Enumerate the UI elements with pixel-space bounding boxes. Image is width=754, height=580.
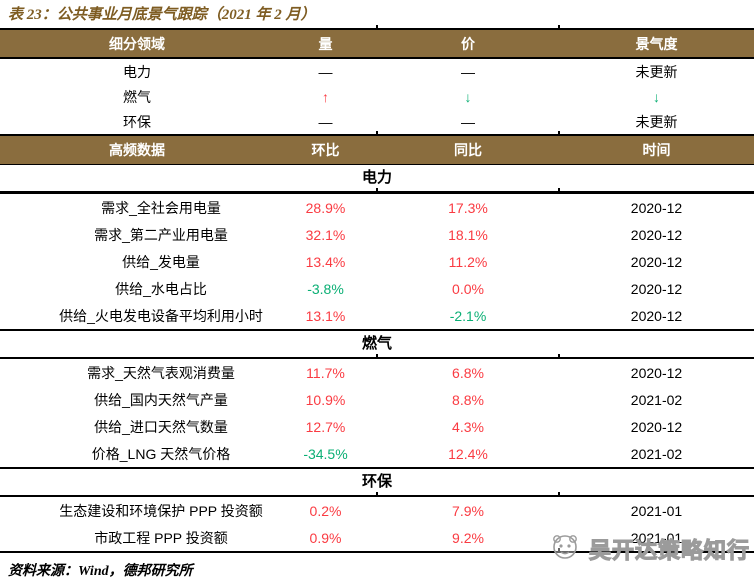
volume-indicator: — [318,63,333,80]
row-label: 供给_进口天然气数量 [94,418,228,435]
row-label: 需求_第二产业用电量 [94,226,228,243]
table-row: 供给_进口天然气数量 12.7% 4.3% 2020-12 [0,413,754,440]
row-label: 供给_火电发电设备平均利用小时 [59,307,263,324]
divider [0,354,754,359]
watermark: 吴开达策略知行 [550,533,750,565]
row-label: 供给_发电量 [122,253,200,270]
watermark-logo-icon [553,535,577,559]
mom-value: -3.8% [307,280,344,297]
yoy-value: 11.2% [448,253,488,270]
yoy-value: 6.8% [452,364,484,381]
section-header-electricity: 电力 [361,169,392,186]
summary-header-price: 价 [461,35,475,52]
sentiment-indicator: 未更新 [635,63,678,80]
summary-header-row: 细分领域 量 价 景气度 [0,30,754,57]
divider [0,57,754,59]
row-label: 需求_全社会用电量 [101,199,221,216]
section-header-environment: 环保 [361,473,392,490]
yoy-value: 4.3% [452,418,484,435]
table-row: 需求_天然气表观消费量 11.7% 6.8% 2020-12 [0,359,754,386]
yoy-value: 17.3% [448,199,488,216]
date-value: 2020-12 [630,307,683,324]
summary-header-sentiment: 景气度 [635,35,678,52]
detail-header-mom: 环比 [311,142,340,158]
summary-header-segment: 细分领域 [109,35,165,52]
source-note: 资料来源：Wind，德邦研究所 [8,564,193,579]
row-label: 供给_国内天然气产量 [94,391,228,408]
table-row: 供给_发电量 13.4% 11.2% 2020-12 [0,248,754,275]
table-row: 需求_第二产业用电量 32.1% 18.1% 2020-12 [0,221,754,248]
date-value: 2021-01 [630,502,683,519]
watermark-text: 吴开达策略知行 [588,537,750,563]
mom-value: 10.9% [305,391,346,408]
date-value: 2021-02 [630,445,683,462]
detail-header-date: 时间 [642,142,671,158]
yoy-value: 12.4% [448,445,488,462]
down-arrow-icon: ↓ [653,88,660,105]
table-row: 价格_LNG 天然气价格 -34.5% 12.4% 2021-02 [0,440,754,467]
price-indicator: — [461,63,475,80]
date-value: 2020-12 [630,226,683,243]
mom-value: 13.4% [305,253,346,270]
down-arrow-icon: ↓ [464,88,472,105]
date-value: 2020-12 [630,364,683,381]
summary-row-label: 电力 [123,63,151,80]
divider [0,164,754,165]
summary-row-label: 燃气 [123,88,151,105]
date-value: 2020-12 [630,199,683,216]
sentiment-indicator: 未更新 [635,113,678,130]
date-value: 2020-12 [630,253,683,270]
mom-value: 12.7% [305,418,346,435]
mom-value: -34.5% [303,445,348,462]
prosperity-table: 细分领域 量 价 景气度 电力 — — 未更新 燃气 ↑ ↓ ↓ 环保 — — … [0,25,754,553]
table-row: 需求_全社会用电量 28.9% 17.3% 2020-12 [0,194,754,221]
mom-value: 0.9% [309,529,342,546]
table-top-border [0,25,754,30]
yoy-value: 7.9% [452,502,484,519]
mom-value: 13.1% [305,307,346,324]
price-indicator: — [461,113,475,130]
divider [0,467,754,469]
table-row: 市政工程 PPP 投资额 0.9% 9.2% 2021-01 [0,524,754,551]
row-label: 供给_水电占比 [115,280,207,297]
date-value: 2021-02 [630,391,683,408]
detail-header-yoy: 同比 [454,142,482,158]
divider [0,188,754,194]
summary-row-label: 环保 [123,113,151,130]
table-bottom-border [0,548,754,553]
row-label: 市政工程 PPP 投资额 [94,529,228,546]
section-header-gas: 燃气 [361,335,392,352]
mom-value: 32.1% [305,226,346,243]
yoy-value: 9.2% [452,529,484,546]
date-value: 2020-12 [630,280,683,297]
summary-header-volume: 量 [318,35,333,52]
detail-header-row: 高频数据 环比 同比 时间 [0,136,754,164]
detail-header-metric: 高频数据 [109,142,165,158]
volume-indicator: — [318,113,333,130]
table-row: 供给_火电发电设备平均利用小时 13.1% -2.1% 2020-12 [0,302,754,329]
date-value: 2020-12 [630,418,683,435]
yoy-value: 18.1% [448,226,488,243]
summary-row-electricity: 电力 — — 未更新 [0,59,754,84]
yoy-value: 8.8% [452,391,484,408]
row-label: 价格_LNG 天然气价格 [91,445,231,462]
mom-value: 28.9% [305,199,346,216]
table-row: 供给_水电占比 -3.8% 0.0% 2020-12 [0,275,754,302]
table-row: 生态建设和环境保护 PPP 投资额 0.2% 7.9% 2021-01 [0,497,754,524]
row-label: 生态建设和环境保护 PPP 投资额 [59,502,263,519]
table-title: 表 23：公共事业月底景气跟踪（2021 年 2 月） [8,7,316,23]
date-value: 2021-01 [630,529,683,546]
yoy-value: -2.1% [449,307,487,324]
up-arrow-icon: ↑ [322,88,329,105]
divider [0,131,754,136]
table-row: 供给_国内天然气产量 10.9% 8.8% 2021-02 [0,386,754,413]
divider [0,492,754,497]
divider [0,329,754,331]
summary-row-gas: 燃气 ↑ ↓ ↓ [0,84,754,109]
summary-row-environment: 环保 — — 未更新 [0,109,754,134]
mom-value: 11.7% [306,364,345,381]
mom-value: 0.2% [309,502,342,519]
yoy-value: 0.0% [452,280,484,297]
row-label: 需求_天然气表观消费量 [87,364,235,381]
